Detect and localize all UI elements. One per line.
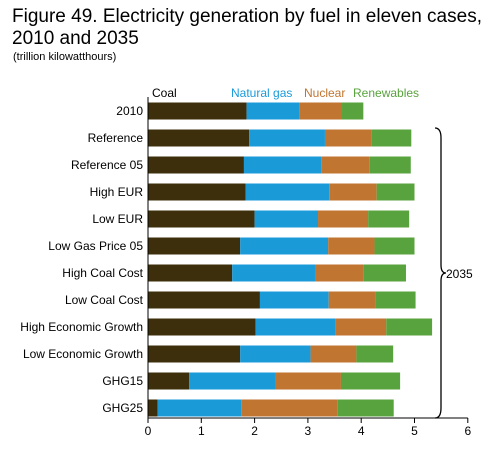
bar-renewables-3 xyxy=(376,183,415,201)
legend-label-natural-gas: Natural gas xyxy=(231,86,292,100)
bar-renewables-10 xyxy=(340,372,401,390)
bar-nuclear-6 xyxy=(315,264,364,282)
bar-natural-gas-0 xyxy=(246,102,300,120)
category-label-5: Low Gas Price 05 xyxy=(48,239,143,253)
bar-renewables-7 xyxy=(375,291,416,309)
chart-subtitle: (trillion kilowatthours) xyxy=(13,51,117,63)
bar-natural-gas-9 xyxy=(240,345,311,363)
category-label-11: GHG25 xyxy=(102,401,143,415)
x-tick-label-1: 1 xyxy=(198,424,205,438)
bar-natural-gas-8 xyxy=(255,318,336,336)
legend-label-coal: Coal xyxy=(152,86,177,100)
bar-coal-9 xyxy=(148,345,241,363)
legend-label-nuclear: Nuclear xyxy=(304,86,345,100)
bar-natural-gas-4 xyxy=(254,210,319,228)
bar-coal-7 xyxy=(148,291,260,309)
category-label-10: GHG15 xyxy=(102,374,143,388)
bar-renewables-1 xyxy=(371,129,412,147)
bar-coal-10 xyxy=(148,372,190,390)
bar-natural-gas-2 xyxy=(243,156,322,174)
category-label-4: Low EUR xyxy=(92,212,143,226)
bar-nuclear-4 xyxy=(318,210,369,228)
legend-label-renewables: Renewables xyxy=(353,86,419,100)
bar-nuclear-11 xyxy=(241,399,338,417)
bar-natural-gas-6 xyxy=(232,264,316,282)
bar-coal-0 xyxy=(148,102,247,120)
bar-nuclear-7 xyxy=(328,291,376,309)
bar-renewables-6 xyxy=(363,264,406,282)
category-label-6: High Coal Cost xyxy=(62,266,143,280)
bracket-label: 2035 xyxy=(446,267,473,281)
x-tick-label-6: 6 xyxy=(464,424,471,438)
x-tick-label-3: 3 xyxy=(305,424,312,438)
bar-coal-5 xyxy=(148,237,241,255)
x-tick-label-5: 5 xyxy=(411,424,418,438)
bar-renewables-8 xyxy=(386,318,433,336)
category-label-8: High Economic Growth xyxy=(20,320,143,334)
bar-nuclear-8 xyxy=(335,318,387,336)
bar-renewables-4 xyxy=(368,210,410,228)
bar-nuclear-10 xyxy=(275,372,341,390)
category-label-2: Reference 05 xyxy=(71,158,143,172)
bar-coal-11 xyxy=(148,399,158,417)
bar-renewables-11 xyxy=(337,399,394,417)
bar-coal-8 xyxy=(148,318,256,336)
category-label-7: Low Coal Cost xyxy=(65,293,144,307)
x-tick-label-2: 2 xyxy=(251,424,258,438)
bar-nuclear-5 xyxy=(328,237,375,255)
bar-natural-gas-11 xyxy=(157,399,242,417)
category-label-3: High EUR xyxy=(90,185,144,199)
bar-natural-gas-5 xyxy=(240,237,329,255)
bar-natural-gas-1 xyxy=(249,129,325,147)
x-tick-label-0: 0 xyxy=(145,424,152,438)
bar-renewables-2 xyxy=(369,156,411,174)
bar-nuclear-1 xyxy=(324,129,372,147)
bar-coal-4 xyxy=(148,210,255,228)
bar-coal-3 xyxy=(148,183,246,201)
bracket-2035 xyxy=(434,127,447,419)
category-label-1: Reference xyxy=(88,131,144,145)
category-label-0: 2010 xyxy=(116,104,143,118)
bar-renewables-9 xyxy=(356,345,394,363)
bar-natural-gas-3 xyxy=(245,183,330,201)
bar-coal-1 xyxy=(148,129,250,147)
bar-nuclear-9 xyxy=(310,345,357,363)
chart-title: Figure 49. Electricity generation by fue… xyxy=(12,6,482,49)
category-label-9: Low Economic Growth xyxy=(23,347,143,361)
bar-natural-gas-7 xyxy=(259,291,329,309)
bar-nuclear-2 xyxy=(321,156,370,174)
bar-natural-gas-10 xyxy=(189,372,276,390)
bar-renewables-5 xyxy=(374,237,415,255)
bar-nuclear-3 xyxy=(329,183,377,201)
bar-coal-6 xyxy=(148,264,233,282)
bar-renewables-0 xyxy=(342,102,364,120)
bar-coal-2 xyxy=(148,156,244,174)
x-tick-label-4: 4 xyxy=(358,424,365,438)
bar-nuclear-0 xyxy=(299,102,343,120)
